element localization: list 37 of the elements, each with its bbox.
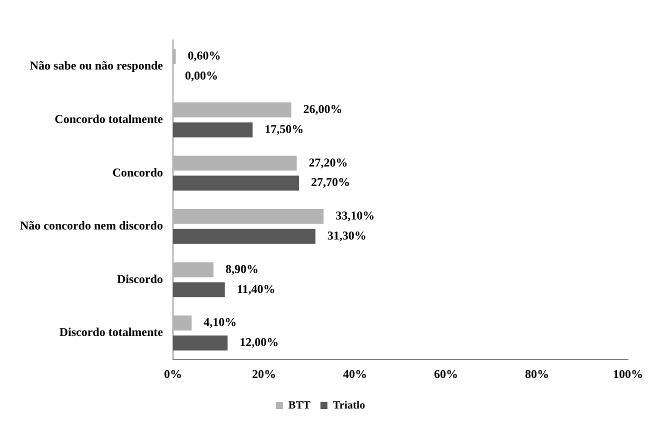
data-label: 8,90% bbox=[225, 262, 258, 276]
bar bbox=[172, 282, 225, 298]
bar bbox=[172, 122, 253, 138]
bar bbox=[172, 335, 228, 350]
x-tick-label: 20% bbox=[252, 366, 276, 381]
x-tick-label: 0% bbox=[164, 366, 182, 381]
legend-label: Triatlo bbox=[332, 399, 366, 412]
data-label: 4,10% bbox=[204, 315, 237, 330]
data-label: 0,60% bbox=[188, 48, 221, 63]
legend-label: BTT bbox=[288, 399, 312, 412]
y-tick-label: Não sabe ou não responde bbox=[30, 58, 164, 73]
x-tick-label: 60% bbox=[434, 366, 458, 381]
y-tick-label: Concordo totalmente bbox=[54, 112, 164, 126]
bar bbox=[172, 102, 292, 118]
bar bbox=[172, 49, 176, 64]
data-label: 27,20% bbox=[308, 155, 348, 170]
x-tick-label: 80% bbox=[525, 366, 549, 381]
x-tick-label: 100% bbox=[613, 366, 643, 381]
data-label: 17,50% bbox=[264, 122, 304, 136]
data-label: 31,30% bbox=[327, 228, 366, 243]
y-tick-label: Discordo totalmente bbox=[59, 325, 164, 340]
data-label: 26,00% bbox=[303, 102, 342, 116]
data-label: 11,40% bbox=[236, 282, 276, 296]
y-tick-label: Concordo bbox=[112, 165, 163, 180]
x-tick-label: 40% bbox=[342, 366, 367, 381]
bar bbox=[172, 208, 324, 224]
data-label: 0,00% bbox=[184, 68, 218, 83]
y-tick-label: Não concordo nem discordo bbox=[20, 218, 163, 233]
bar bbox=[172, 228, 316, 244]
bar bbox=[172, 176, 300, 191]
bar bbox=[172, 315, 192, 330]
data-label: 27,70% bbox=[311, 175, 350, 190]
bar bbox=[172, 262, 214, 278]
data-label: 33,10% bbox=[336, 208, 375, 223]
bar bbox=[172, 156, 297, 171]
y-tick-label: Discordo bbox=[116, 272, 163, 286]
data-label: 12,00% bbox=[240, 335, 279, 350]
